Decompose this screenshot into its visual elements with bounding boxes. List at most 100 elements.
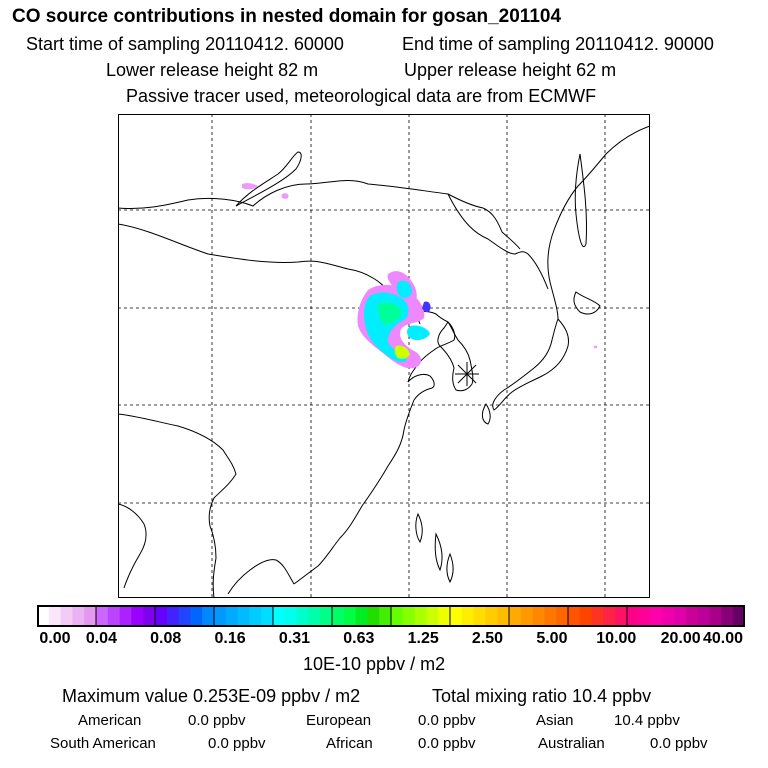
- colorbar-swatch: [202, 605, 215, 627]
- region-label: European: [306, 712, 372, 729]
- tracer-note: Passive tracer used, meteorological data…: [126, 86, 597, 106]
- colorbar-swatch: [414, 605, 427, 627]
- colorbar-swatch: [343, 605, 357, 627]
- colorbar-swatch: [485, 605, 498, 627]
- colorbar-swatches: [37, 605, 745, 627]
- colorbar-swatch: [84, 605, 97, 627]
- colorbar-swatch: [60, 605, 73, 627]
- total-mixing-ratio: Total mixing ratio 10.4 ppbv: [432, 686, 652, 706]
- colorbar-swatch: [426, 605, 439, 627]
- colorbar-tick-label: 0.63: [343, 630, 375, 647]
- colorbar-tick-label: 0.00: [39, 630, 71, 647]
- colorbar-swatch: [391, 605, 404, 627]
- colorbar-swatch: [650, 605, 663, 627]
- colorbar-swatch: [450, 605, 463, 627]
- colorbar-swatch: [166, 605, 180, 627]
- colorbar-swatch: [568, 605, 581, 627]
- colorbar-frame: [37, 605, 745, 627]
- colorbar-swatch: [674, 605, 687, 627]
- colorbar-swatch: [131, 605, 144, 627]
- colorbar-swatch: [214, 605, 227, 627]
- colorbar-swatch: [627, 605, 640, 627]
- colorbar-swatch: [320, 605, 333, 627]
- colorbar-swatch: [709, 605, 722, 627]
- region-value: 0.0 ppbv: [208, 735, 266, 752]
- colorbar-swatch: [615, 605, 628, 627]
- colorbar-tick-label: 0.16: [214, 630, 246, 647]
- colorbar-swatch: [721, 605, 734, 627]
- region-label: South American: [50, 735, 156, 752]
- colorbar-swatch: [402, 605, 416, 627]
- co-concentration-plume: [242, 183, 598, 369]
- colorbar-swatch: [697, 605, 711, 627]
- colorbar-swatch: [261, 605, 274, 627]
- colorbar-swatch: [603, 605, 616, 627]
- colorbar-tick-label: 2.50: [471, 630, 504, 647]
- start-time-label: Start time of sampling 20110412. 60000: [26, 34, 344, 54]
- colorbar-swatch: [72, 605, 85, 627]
- colorbar-swatch: [107, 605, 121, 627]
- colorbar-swatch: [249, 605, 262, 627]
- asterisk-icon: [455, 362, 479, 386]
- colorbar-units: 10E-10 ppbv / m2: [303, 654, 446, 674]
- colorbar-swatch: [556, 605, 569, 627]
- colorbar-tick-label: 0.31: [278, 630, 311, 647]
- colorbar-tick-label: 5.00: [536, 630, 568, 647]
- colorbar-swatch: [296, 605, 309, 627]
- colorbar-swatch: [733, 605, 745, 627]
- colorbar-swatch: [284, 605, 298, 627]
- colorbar-swatch: [119, 605, 132, 627]
- region-value: 0.0 ppbv: [418, 735, 476, 752]
- colorbar-swatch: [308, 605, 321, 627]
- region-value: 0.0 ppbv: [418, 712, 476, 729]
- colorbar-swatch: [190, 605, 203, 627]
- colorbar-swatch: [178, 605, 191, 627]
- upper-release-height-label: Upper release height 62 m: [404, 60, 617, 80]
- colorbar-swatch: [332, 605, 345, 627]
- region-value: 0.0 ppbv: [188, 712, 246, 729]
- colorbar-tick-label: 0.04: [85, 630, 117, 647]
- region-label: African: [326, 735, 373, 752]
- colorbar-tick-label: 20.00: [660, 630, 701, 647]
- region-value: 0.0 ppbv: [650, 735, 708, 752]
- colorbar-swatch: [662, 605, 675, 627]
- colorbar-tick-label: 1.25: [407, 630, 439, 647]
- colorbar-swatch: [532, 605, 545, 627]
- colorbar-swatch: [591, 605, 604, 627]
- colorbar-swatch: [143, 605, 156, 627]
- colorbar-tick-label: 0.08: [150, 630, 182, 647]
- colorbar-swatch: [438, 605, 451, 627]
- colorbar-swatch: [638, 605, 652, 627]
- colorbar-swatch: [579, 605, 593, 627]
- colorbar: [37, 605, 745, 627]
- colorbar-swatch: [379, 605, 392, 627]
- region-value: 10.4 ppbv: [614, 712, 680, 729]
- colorbar-swatch: [225, 605, 239, 627]
- colorbar-swatch: [37, 605, 50, 627]
- colorbar-swatch: [686, 605, 699, 627]
- region-label: American: [78, 712, 142, 729]
- colorbar-swatch: [473, 605, 486, 627]
- map-panel: [118, 114, 650, 598]
- colorbar-swatch: [367, 605, 380, 627]
- maximum-value: Maximum value 0.253E-09 ppbv / m2: [62, 686, 361, 706]
- colorbar-swatch: [237, 605, 250, 627]
- colorbar-swatch: [273, 605, 286, 627]
- map-canvas: [118, 114, 650, 598]
- colorbar-swatch: [544, 605, 557, 627]
- colorbar-swatch: [96, 605, 109, 627]
- map-frame: [118, 114, 650, 598]
- colorbar-swatch: [509, 605, 522, 627]
- colorbar-swatch: [497, 605, 510, 627]
- colorbar-swatch: [48, 605, 62, 627]
- region-label: Asian: [536, 712, 574, 729]
- lower-release-height-label: Lower release height 82 m: [106, 60, 319, 80]
- end-time-label: End time of sampling 20110412. 90000: [402, 34, 714, 54]
- plot-title: CO source contributions in nested domain…: [12, 6, 562, 27]
- colorbar-tick-label: 40.00: [702, 630, 744, 647]
- colorbar-swatch: [355, 605, 368, 627]
- colorbar-swatch: [155, 605, 168, 627]
- colorbar-swatch: [520, 605, 534, 627]
- region-label: Australian: [538, 735, 605, 752]
- colorbar-swatch: [461, 605, 475, 627]
